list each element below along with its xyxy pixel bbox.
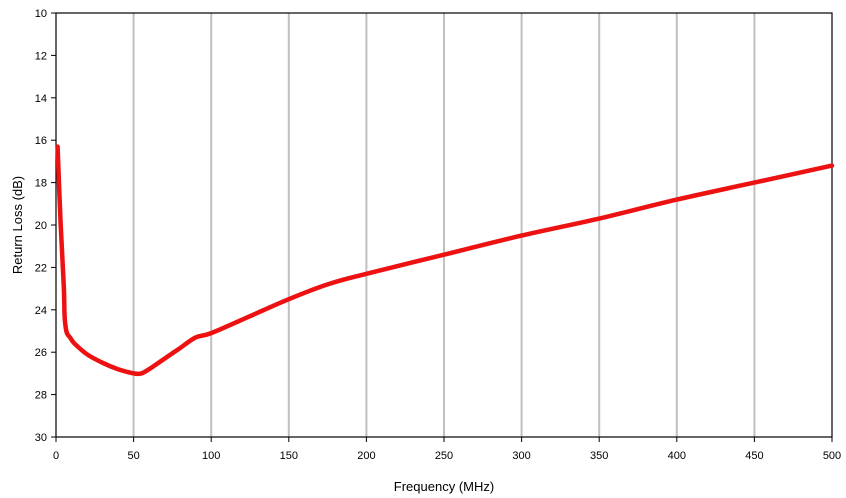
- y-tick-label: 14: [35, 93, 47, 105]
- x-tick-label: 500: [823, 450, 841, 462]
- y-tick-label: 16: [35, 135, 47, 147]
- x-tick-label: 100: [202, 450, 220, 462]
- y-tick-label: 12: [35, 50, 47, 62]
- x-tick-label: 0: [53, 450, 59, 462]
- x-tick-label: 250: [435, 450, 453, 462]
- x-tick-label: 150: [280, 450, 298, 462]
- y-tick-label: 18: [35, 178, 47, 190]
- y-axis-title: Return Loss (dB): [10, 176, 25, 274]
- series-group: [55, 144, 835, 377]
- y-tick-label: 30: [35, 432, 47, 444]
- x-tick-label: 450: [745, 450, 763, 462]
- y-tick-label: 24: [35, 305, 47, 317]
- x-tick-label: 300: [512, 450, 530, 462]
- y-tick-label: 10: [35, 8, 47, 20]
- y-tick-label: 26: [35, 347, 47, 359]
- y-tick-label: 20: [35, 220, 47, 232]
- x-tick-label: 350: [590, 450, 608, 462]
- y-tick-label: 28: [35, 390, 47, 402]
- x-axis-ticks: 0 50 100 150 200 250 300 350 400 450 500: [53, 437, 841, 462]
- x-axis-title: Frequency (MHz): [394, 479, 494, 494]
- x-tick-label: 200: [357, 450, 375, 462]
- grid-lines: [132, 13, 756, 437]
- y-tick-label: 22: [35, 262, 47, 274]
- y-axis-ticks: 10 12 14 16 18 20 22 24 26 28 30: [35, 8, 56, 444]
- series-line-return-loss: [55, 144, 835, 377]
- x-tick-label: 50: [127, 450, 139, 462]
- x-tick-label: 400: [668, 450, 686, 462]
